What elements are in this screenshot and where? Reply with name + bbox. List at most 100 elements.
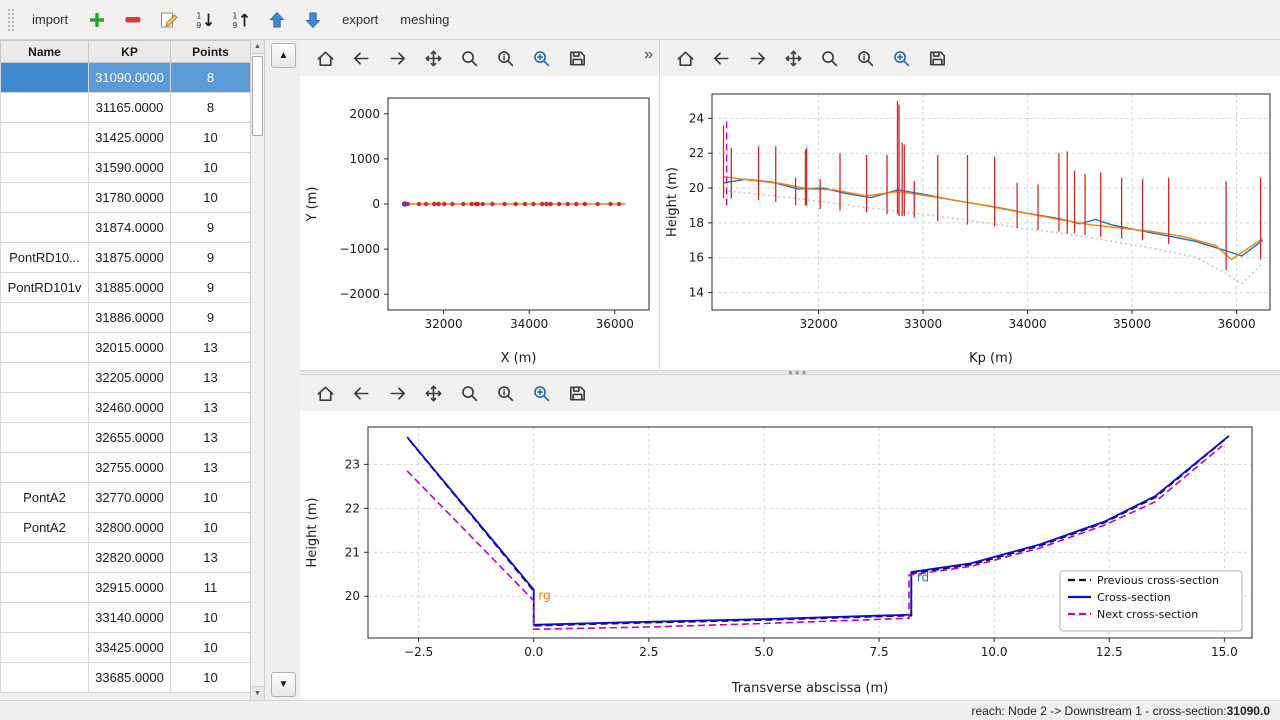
table-row[interactable]: 31090.00008: [1, 63, 251, 93]
cell-kp[interactable]: 33140.0000: [89, 603, 171, 633]
cell-name[interactable]: [1, 123, 89, 153]
table-row[interactable]: 32460.000013: [1, 393, 251, 423]
zoom-icon[interactable]: [814, 44, 844, 72]
table-row[interactable]: 31874.00009: [1, 213, 251, 243]
cell-points[interactable]: 9: [171, 213, 251, 243]
cell-points[interactable]: 9: [171, 303, 251, 333]
column-header-name[interactable]: Name: [1, 41, 89, 63]
cell-kp[interactable]: 31090.0000: [89, 63, 171, 93]
cell-name[interactable]: [1, 183, 89, 213]
back-icon[interactable]: [346, 379, 376, 407]
cell-points[interactable]: 10: [171, 603, 251, 633]
table-row[interactable]: 32915.000011: [1, 573, 251, 603]
zoom-icon[interactable]: [454, 379, 484, 407]
table-row[interactable]: 31886.00009: [1, 303, 251, 333]
forward-icon[interactable]: [382, 44, 412, 72]
cell-points[interactable]: 13: [171, 393, 251, 423]
customize-icon[interactable]: [526, 379, 556, 407]
cell-name[interactable]: PontRD10...: [1, 243, 89, 273]
cell-kp[interactable]: 32820.0000: [89, 543, 171, 573]
cell-kp[interactable]: 32770.0000: [89, 483, 171, 513]
pan-icon[interactable]: [418, 379, 448, 407]
customize-icon[interactable]: [886, 44, 916, 72]
table-row[interactable]: 33685.000010: [1, 663, 251, 693]
cross-section-plot-figure[interactable]: −2.50.02.55.07.510.012.515.020212223Tran…: [300, 411, 1280, 700]
cell-kp[interactable]: 32205.0000: [89, 363, 171, 393]
table-scrollbar[interactable]: ▲ ▼: [250, 40, 265, 700]
cell-name[interactable]: PontA2: [1, 483, 89, 513]
cell-name[interactable]: [1, 63, 89, 93]
move-up-icon[interactable]: [262, 5, 292, 35]
table-row[interactable]: 33425.000010: [1, 633, 251, 663]
subplots-icon[interactable]: [490, 44, 520, 72]
cell-kp[interactable]: 32655.0000: [89, 423, 171, 453]
cell-kp[interactable]: 31165.0000: [89, 93, 171, 123]
cell-kp[interactable]: 32800.0000: [89, 513, 171, 543]
cell-points[interactable]: 8: [171, 63, 251, 93]
table-row[interactable]: 31590.000010: [1, 153, 251, 183]
scrollbar-thumb[interactable]: [252, 56, 263, 136]
home-icon[interactable]: [670, 44, 700, 72]
cell-points[interactable]: 13: [171, 543, 251, 573]
cell-points[interactable]: 10: [171, 183, 251, 213]
scroll-down-icon[interactable]: ▼: [251, 686, 264, 700]
cell-name[interactable]: [1, 453, 89, 483]
export-menu[interactable]: export: [334, 8, 386, 31]
sort-ascending-icon[interactable]: 19: [226, 5, 256, 35]
cell-points[interactable]: 10: [171, 663, 251, 693]
table-row[interactable]: 31780.000010: [1, 183, 251, 213]
cell-name[interactable]: PontRD101v: [1, 273, 89, 303]
cell-name[interactable]: [1, 543, 89, 573]
cell-kp[interactable]: 32460.0000: [89, 393, 171, 423]
table-row[interactable]: 32015.000013: [1, 333, 251, 363]
cell-points[interactable]: 13: [171, 423, 251, 453]
import-menu[interactable]: import: [24, 8, 76, 31]
save-icon[interactable]: [922, 44, 952, 72]
customize-icon[interactable]: [526, 44, 556, 72]
next-section-button[interactable]: ▼: [271, 672, 296, 697]
cell-kp[interactable]: 31590.0000: [89, 153, 171, 183]
subplots-icon[interactable]: [490, 379, 520, 407]
cell-points[interactable]: 10: [171, 123, 251, 153]
cell-points[interactable]: 10: [171, 483, 251, 513]
scroll-up-icon[interactable]: ▲: [251, 40, 264, 54]
cell-kp[interactable]: 33685.0000: [89, 663, 171, 693]
cell-points[interactable]: 13: [171, 333, 251, 363]
home-icon[interactable]: [310, 44, 340, 72]
cell-name[interactable]: [1, 333, 89, 363]
table-row[interactable]: PontA232770.000010: [1, 483, 251, 513]
cell-name[interactable]: [1, 423, 89, 453]
toolbar-overflow-chevron[interactable]: »: [644, 46, 653, 64]
save-icon[interactable]: [562, 379, 592, 407]
cell-kp[interactable]: 32915.0000: [89, 573, 171, 603]
cell-name[interactable]: [1, 153, 89, 183]
add-icon[interactable]: [82, 5, 112, 35]
cell-points[interactable]: 10: [171, 633, 251, 663]
cell-name[interactable]: [1, 393, 89, 423]
cell-points[interactable]: 13: [171, 363, 251, 393]
zoom-icon[interactable]: [454, 44, 484, 72]
cell-name[interactable]: [1, 603, 89, 633]
cell-name[interactable]: [1, 213, 89, 243]
table-row[interactable]: 33140.000010: [1, 603, 251, 633]
edit-icon[interactable]: [154, 5, 184, 35]
remove-icon[interactable]: [118, 5, 148, 35]
table-row[interactable]: PontRD101v31885.00009: [1, 273, 251, 303]
cell-points[interactable]: 10: [171, 513, 251, 543]
cell-kp[interactable]: 33425.0000: [89, 633, 171, 663]
cell-points[interactable]: 8: [171, 93, 251, 123]
forward-icon[interactable]: [382, 379, 412, 407]
table-row[interactable]: 32755.000013: [1, 453, 251, 483]
table-row[interactable]: 31165.00008: [1, 93, 251, 123]
sort-descending-icon[interactable]: 19: [190, 5, 220, 35]
cell-name[interactable]: [1, 93, 89, 123]
cell-name[interactable]: [1, 363, 89, 393]
subplots-icon[interactable]: [850, 44, 880, 72]
cell-kp[interactable]: 31885.0000: [89, 273, 171, 303]
cell-kp[interactable]: 31780.0000: [89, 183, 171, 213]
pan-icon[interactable]: [418, 44, 448, 72]
cell-name[interactable]: [1, 663, 89, 693]
trace-plot-figure[interactable]: 320003400036000−2000−1000010002000X (m)Y…: [300, 76, 659, 370]
meshing-menu[interactable]: meshing: [392, 8, 457, 31]
column-header-points[interactable]: Points: [171, 41, 251, 63]
